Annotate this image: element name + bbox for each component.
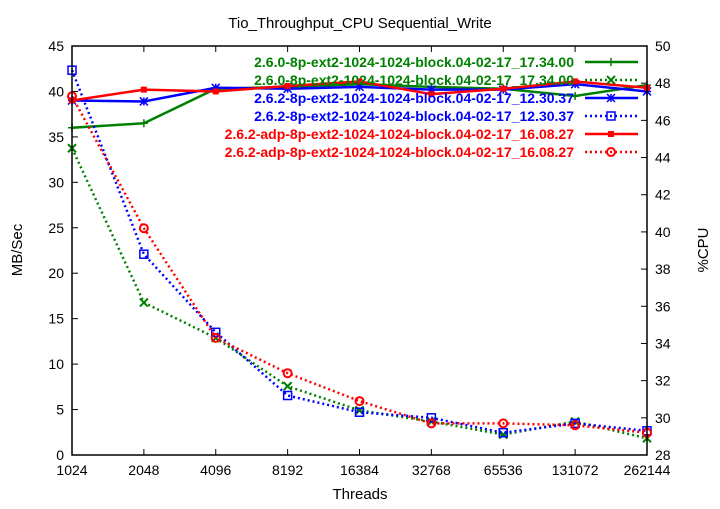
data-point — [428, 91, 435, 98]
series-line — [70, 147, 648, 440]
x-axis-label: Threads — [332, 486, 387, 503]
x-tick-label: 16384 — [340, 462, 379, 478]
y2-tick-label: 30 — [655, 410, 671, 426]
y-tick-label: 20 — [48, 265, 64, 281]
y2-tick-label: 44 — [655, 150, 671, 166]
data-point — [139, 297, 149, 308]
legend-label: 2.6.2-adp-8p-ext2-1024-1024-block.04-02-… — [225, 126, 575, 142]
x-tick-label: 32768 — [412, 462, 451, 478]
y-tick-label: 15 — [48, 311, 64, 327]
y2-tick-label: 40 — [655, 224, 671, 240]
plot-frame — [71, 45, 648, 456]
y-tick-label: 45 — [48, 38, 64, 54]
x-tick-label: 4096 — [200, 462, 231, 478]
legend-label: 2.6.2-8p-ext2-1024-1024-block.04-02-17_1… — [254, 108, 574, 124]
x-tick-label: 2048 — [128, 462, 159, 478]
y-tick-label: 5 — [56, 402, 64, 418]
data-point — [139, 96, 149, 106]
data-point — [210, 332, 221, 343]
y2-tick-label: 28 — [655, 447, 671, 463]
data-point — [354, 407, 365, 417]
data-point — [354, 396, 365, 407]
data-point — [606, 75, 616, 85]
data-point — [426, 85, 436, 95]
data-point — [284, 82, 291, 89]
y2-tick-label: 38 — [655, 261, 671, 277]
x-tick-label: 1024 — [56, 462, 87, 478]
y2-tick-label: 32 — [655, 373, 671, 389]
y2-tick-label: 36 — [655, 298, 671, 314]
series-3 — [67, 65, 652, 438]
data-point — [608, 131, 614, 137]
data-point — [211, 83, 221, 93]
series-line — [70, 69, 648, 434]
data-point — [354, 82, 365, 92]
y2-tick-label: 42 — [655, 187, 671, 203]
x-tick-label: 262144 — [624, 462, 671, 478]
data-point — [138, 223, 149, 234]
legend-label: 2.6.0-8p-ext2-1024-1024-block.04-02-17_1… — [254, 72, 574, 88]
y-tick-label: 30 — [48, 174, 64, 190]
data-point — [282, 390, 293, 401]
chart-title: Tio_Throughput_CPU Sequential_Write — [228, 15, 491, 32]
data-point — [426, 418, 437, 429]
data-point — [282, 381, 293, 391]
data-point — [607, 58, 615, 66]
y2-tick-label: 34 — [655, 335, 671, 351]
y2-tick-label: 46 — [655, 112, 671, 128]
data-point — [606, 93, 616, 103]
legend-label: 2.6.2-8p-ext2-1024-1024-block.04-02-17_1… — [254, 90, 574, 106]
legend-label: 2.6.0-8p-ext2-1024-1024-block.04-02-17_1… — [254, 54, 574, 70]
y2-axis-label: %CPU — [695, 227, 712, 272]
data-point — [140, 86, 147, 93]
data-point — [282, 368, 293, 379]
y2-tick-label: 48 — [655, 75, 671, 91]
data-point — [212, 88, 219, 95]
data-point — [356, 78, 363, 85]
data-point — [571, 91, 580, 100]
data-point — [572, 78, 579, 85]
y-axis-label: MB/Sec — [9, 223, 26, 276]
x-tick-label: 8192 — [272, 462, 303, 478]
data-point — [139, 249, 149, 259]
y-tick-label: 35 — [48, 129, 64, 145]
data-point — [606, 111, 616, 121]
data-point — [498, 427, 508, 438]
data-point — [426, 413, 437, 423]
data-point — [500, 85, 507, 92]
data-point — [606, 147, 616, 157]
y-tick-label: 0 — [56, 447, 64, 463]
y-tick-label: 40 — [48, 83, 64, 99]
y-tick-label: 25 — [48, 220, 64, 236]
data-point — [139, 119, 148, 128]
y2-tick-label: 50 — [655, 38, 671, 54]
y-tick-label: 10 — [48, 356, 64, 372]
data-point — [498, 418, 509, 429]
series-5 — [67, 91, 652, 438]
x-tick-label: 131072 — [552, 462, 599, 478]
x-tick-label: 65536 — [484, 462, 523, 478]
data-point — [570, 420, 581, 431]
legend-label: 2.6.2-adp-8p-ext2-1024-1024-block.04-02-… — [225, 144, 575, 160]
